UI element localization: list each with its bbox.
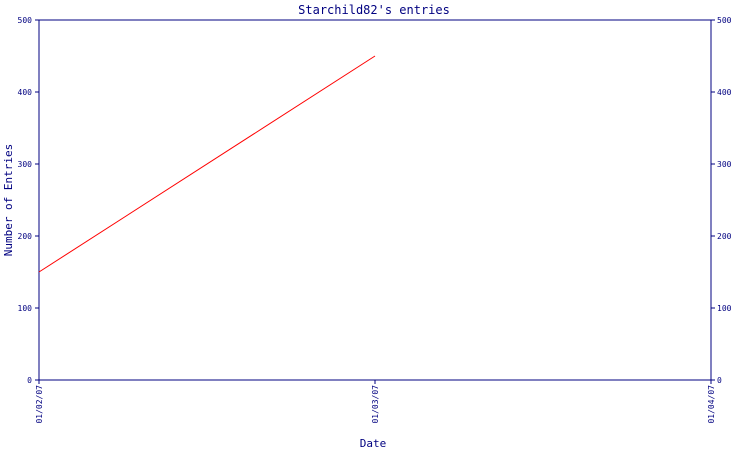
y-ticks-left: 0 100 200 300 400 500 — [18, 16, 39, 385]
y-tick-label-right: 300 — [717, 160, 732, 169]
plot-frame — [38, 19, 712, 381]
y-axis-label: Number of Entries — [2, 144, 15, 257]
y-tick-label-right: 100 — [717, 304, 732, 313]
y-ticks-right: 0 100 200 300 400 500 — [711, 16, 732, 385]
x-tick-label: 01/02/07 — [35, 385, 44, 424]
y-tick-label-right: 500 — [717, 16, 732, 25]
y-tick-label-right: 400 — [717, 88, 732, 97]
y-tick-label-left: 300 — [18, 160, 33, 169]
y-tick-label-right: 0 — [717, 376, 722, 385]
series-layer — [38, 55, 376, 273]
x-axis-label: Date — [360, 437, 387, 450]
series-line — [38, 55, 376, 273]
x-tick-label: 01/04/07 — [707, 385, 716, 424]
x-ticks: 01/02/07 01/03/07 01/04/07 — [35, 380, 716, 424]
y-tick-label-right: 200 — [717, 232, 732, 241]
y-tick-label-left: 100 — [18, 304, 33, 313]
y-tick-label-left: 500 — [18, 16, 33, 25]
chart-title: Starchild82's entries — [298, 3, 450, 17]
y-tick-label-left: 400 — [18, 88, 33, 97]
x-tick-label: 01/03/07 — [371, 385, 380, 424]
y-tick-label-left: 0 — [27, 376, 32, 385]
y-tick-label-left: 200 — [18, 232, 33, 241]
